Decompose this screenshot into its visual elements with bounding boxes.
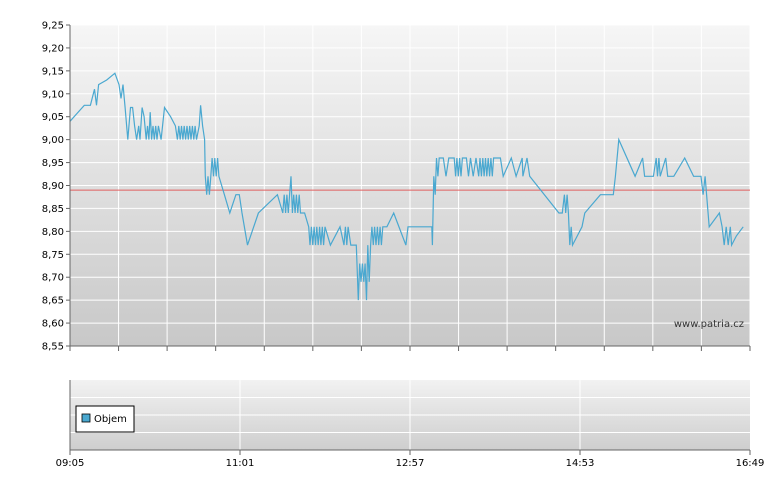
watermark: www.patria.cz [674,319,744,330]
legend: Objem [75,405,135,433]
volume-grid [70,380,750,450]
price-y-tick-label: 8,80 [42,227,64,238]
price-y-tick-label: 8,90 [42,181,64,192]
legend-swatch [81,413,91,423]
price-y-tick-label: 9,00 [42,135,64,146]
price-y-tick-label: 9,15 [42,66,64,77]
price-y-tick-label: 8,60 [42,319,64,330]
price-y-tick-label: 8,95 [42,158,64,169]
price-y-tick-label: 9,20 [42,43,64,54]
price-panel: 9,25 9,20 9,15 9,10 9,05 9,00 8,95 8,90 8,85 8,80… [42,21,751,353]
price-y-tick-label: 8,70 [42,273,64,284]
price-y-tick-label: 9,05 [42,112,64,123]
price-y-tick-label: 8,55 [42,342,64,353]
price-y-tick-label: 9,10 [42,89,64,100]
volume-x-tick-label: 12:57 [396,458,425,469]
price-y-axis: 9,25 9,20 9,15 9,10 9,05 9,00 8,95 8,90 8,85 8,80… [42,21,70,353]
price-y-tick-label: 9,25 [42,21,64,32]
price-series-line [69,72,744,301]
price-x-axis [69,346,751,351]
volume-x-tick-label: 14:53 [566,458,595,469]
volume-x-tick-label: 11:01 [226,458,255,469]
volume-x-tick-label: 09:05 [56,458,85,469]
price-y-tick-label: 8,65 [42,296,64,307]
price-y-tick-label: 8,75 [42,250,64,261]
legend-label-objem: Objem [94,414,127,425]
volume-x-axis: 09:05 11:01 12:57 14:53 16:49 [56,450,765,469]
volume-panel: 09:05 11:01 12:57 14:53 16:49 Objem [56,380,765,469]
price-y-tick-label: 8,85 [42,204,64,215]
volume-x-tick-label: 16:49 [736,458,765,469]
